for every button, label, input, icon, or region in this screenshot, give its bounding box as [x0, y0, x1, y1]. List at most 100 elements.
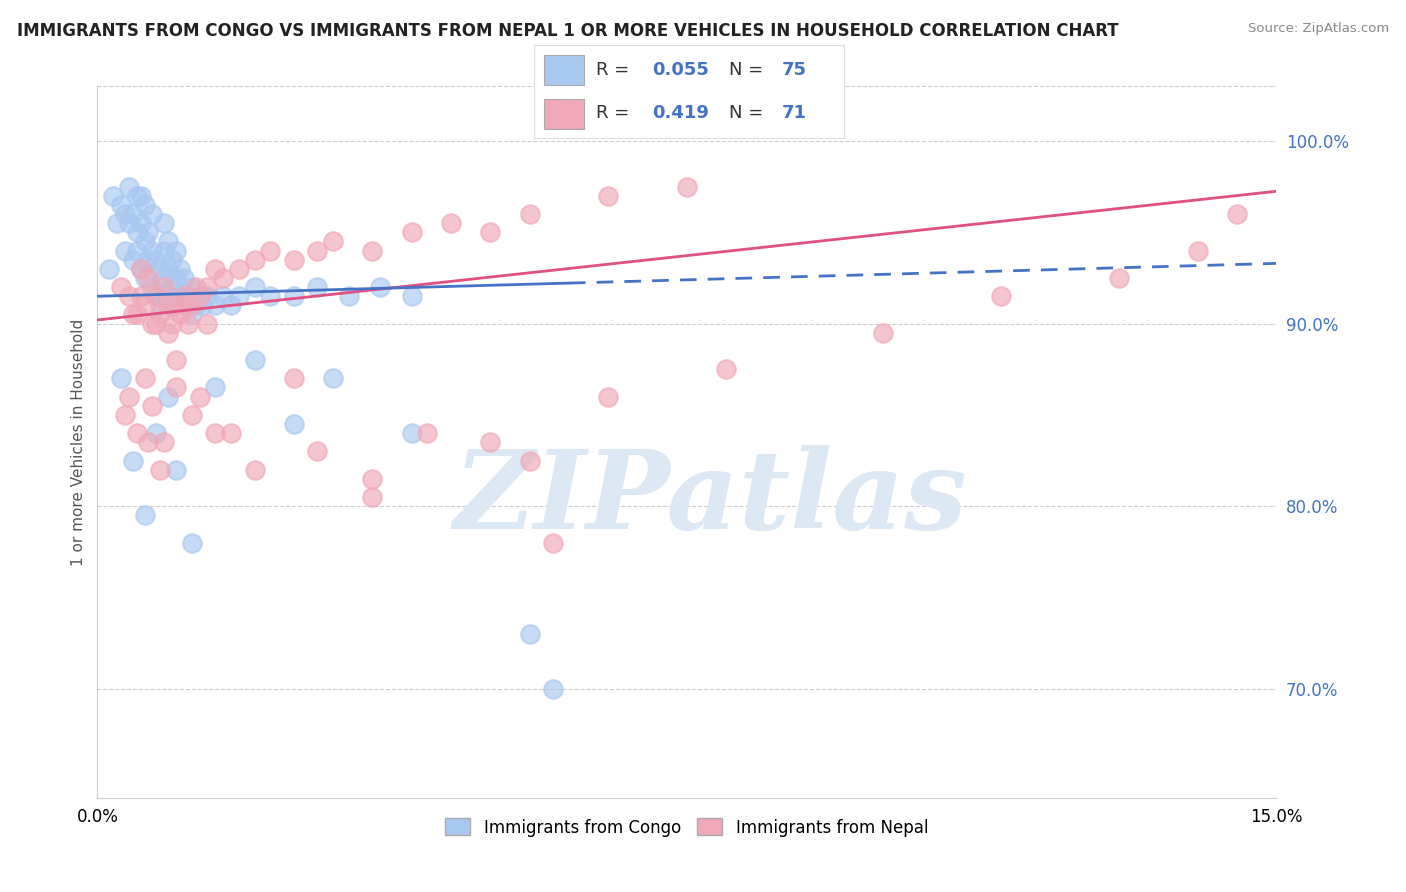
Point [165, 298, 187, 312]
Point [401, 426, 423, 441]
Legend: Immigrants from Congo, Immigrants from Nepal: Immigrants from Congo, Immigrants from N… [439, 812, 935, 843]
Point [361, 490, 384, 504]
Point [283, 252, 305, 267]
FancyBboxPatch shape [544, 99, 583, 129]
Point [105, 216, 128, 230]
Point [129, 216, 152, 230]
Text: R =: R = [596, 104, 636, 122]
Point [368, 280, 391, 294]
Point [149, 261, 172, 276]
Point [134, 298, 156, 312]
Point [401, 289, 423, 303]
Point [188, 390, 211, 404]
Point [118, 390, 141, 404]
Point [118, 289, 141, 303]
Point [180, 280, 202, 294]
Point [145, 426, 167, 441]
Point [212, 289, 235, 303]
Y-axis label: 1 or more Vehicles in Household: 1 or more Vehicles in Household [72, 318, 86, 566]
Point [160, 280, 183, 294]
Point [219, 426, 242, 441]
Point [519, 207, 541, 221]
Point [118, 216, 141, 230]
Point [153, 280, 176, 294]
Point [118, 179, 141, 194]
FancyBboxPatch shape [544, 55, 583, 85]
Point [138, 271, 160, 285]
Point [598, 189, 620, 203]
Point [141, 244, 163, 258]
Point [204, 426, 226, 441]
Point [125, 189, 148, 203]
Point [125, 244, 148, 258]
Point [153, 435, 176, 450]
Point [195, 280, 218, 294]
Point [440, 216, 463, 230]
Point [141, 317, 163, 331]
Point [180, 408, 202, 422]
Point [153, 216, 176, 230]
Point [307, 280, 329, 294]
Point [361, 472, 384, 486]
Point [204, 380, 226, 394]
Point [479, 226, 502, 240]
Point [519, 453, 541, 467]
Point [129, 189, 152, 203]
Point [204, 261, 226, 276]
Point [307, 444, 329, 458]
Text: 75: 75 [782, 61, 807, 78]
Point [322, 371, 344, 385]
Point [169, 261, 191, 276]
Text: ZIPatlas: ZIPatlas [453, 445, 967, 553]
Point [204, 298, 226, 312]
Point [98, 261, 121, 276]
Text: N =: N = [730, 61, 769, 78]
Point [125, 426, 148, 441]
Point [416, 426, 439, 441]
Point [337, 289, 360, 303]
Point [165, 298, 187, 312]
Point [228, 261, 250, 276]
Point [180, 308, 202, 322]
Text: N =: N = [730, 104, 769, 122]
Point [872, 326, 894, 340]
Point [129, 261, 152, 276]
Point [212, 271, 235, 285]
Text: R =: R = [596, 61, 636, 78]
Point [101, 189, 124, 203]
Point [1226, 207, 1249, 221]
Text: Source: ZipAtlas.com: Source: ZipAtlas.com [1249, 22, 1389, 36]
Point [114, 408, 136, 422]
Point [134, 371, 156, 385]
Point [173, 289, 195, 303]
Point [157, 298, 180, 312]
Point [157, 261, 180, 276]
Point [184, 298, 207, 312]
Point [165, 380, 187, 394]
Point [479, 435, 502, 450]
Point [219, 298, 242, 312]
Point [361, 244, 384, 258]
Point [134, 198, 156, 212]
Point [138, 226, 160, 240]
Point [259, 289, 281, 303]
Point [138, 252, 160, 267]
Point [145, 252, 167, 267]
Point [160, 252, 183, 267]
Point [153, 271, 176, 285]
Point [541, 535, 564, 549]
Point [541, 681, 564, 696]
Point [283, 371, 305, 385]
Point [243, 252, 266, 267]
Point [160, 317, 183, 331]
Point [165, 271, 187, 285]
Point [283, 417, 305, 431]
Point [145, 289, 167, 303]
Point [243, 353, 266, 368]
Point [180, 535, 202, 549]
Point [157, 289, 180, 303]
Point [114, 207, 136, 221]
Point [228, 289, 250, 303]
Point [307, 244, 329, 258]
Point [173, 298, 195, 312]
